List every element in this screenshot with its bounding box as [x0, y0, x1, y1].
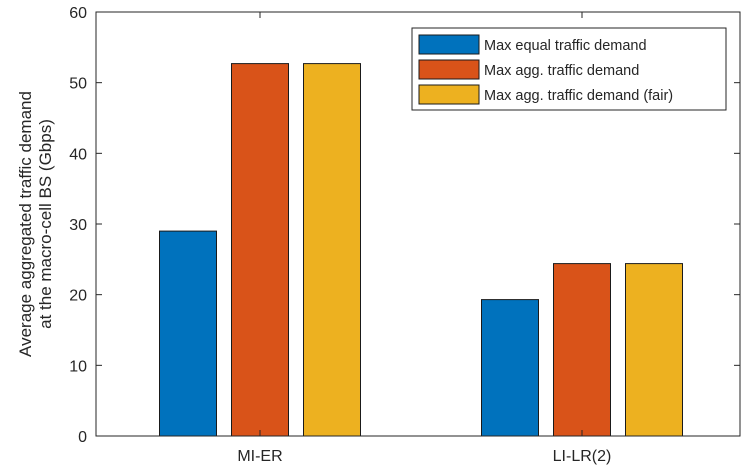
y-tick-label: 10 — [69, 358, 87, 375]
bar-mi-er-series-2 — [231, 63, 289, 437]
bars-group — [159, 63, 683, 437]
bar-mi-er-series-1 — [159, 230, 217, 437]
legend-swatch — [418, 34, 480, 55]
x-tick-label: MI-ER — [237, 448, 282, 465]
bar-li-lr-2-series-1 — [481, 299, 539, 437]
legend: Max equal traffic demand Max agg. traffic… — [411, 27, 727, 111]
y-tick-label: 0 — [78, 429, 87, 446]
y-axis-label-line-2: at the macro-cell BS (Gbps) — [36, 119, 55, 329]
legend-swatch — [418, 59, 480, 80]
y-tick-label: 40 — [69, 146, 87, 163]
y-axis-label-line-1: Average aggregated traffic demand — [16, 91, 35, 357]
bar-li-lr-2-series-3 — [625, 263, 683, 437]
bar-li-lr-2-series-2 — [553, 263, 611, 437]
y-tick-label: 20 — [69, 288, 87, 305]
legend-label: Max agg. traffic demand (fair) — [484, 88, 673, 104]
y-axis-label: Average aggregated traffic demand at the… — [16, 91, 55, 357]
legend-label: Max equal traffic demand — [484, 38, 647, 54]
x-tick-label: LI-LR(2) — [553, 448, 612, 465]
bar-mi-er-series-3 — [303, 63, 361, 437]
y-tick-label: 50 — [69, 76, 87, 93]
legend-swatch — [418, 84, 480, 105]
y-tick-label: 30 — [69, 217, 87, 234]
legend-label: Max agg. traffic demand — [484, 63, 639, 79]
ticks-group: 0 10 20 30 40 50 60 MI-ER LI-LR(2) — [69, 5, 740, 465]
y-tick-label: 60 — [69, 5, 87, 22]
